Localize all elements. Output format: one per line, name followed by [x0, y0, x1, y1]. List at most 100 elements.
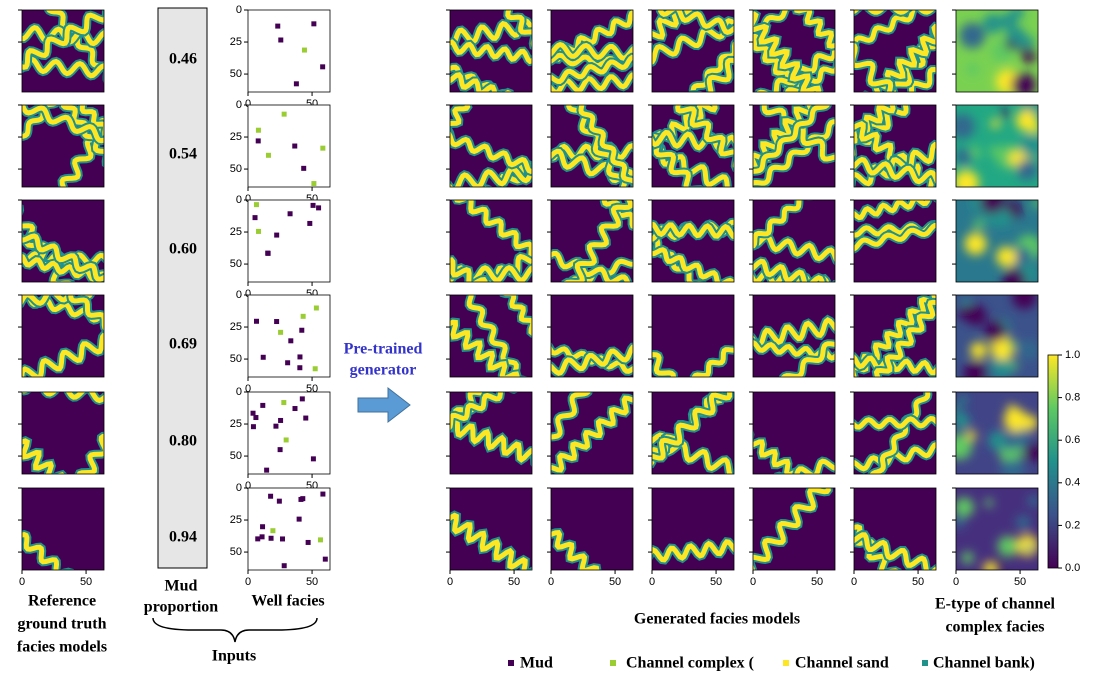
channel-sand: [22, 214, 104, 282]
facies-channels: [854, 295, 936, 377]
well-point: [256, 228, 262, 234]
etype-blob: [970, 342, 987, 359]
etype-blob: [961, 551, 974, 564]
panel-frame: [550, 9, 634, 93]
y-tick-label: 50: [230, 353, 242, 365]
y-tick-label: 0: [236, 386, 242, 398]
channel-sand: [450, 105, 492, 185]
facies-channels: [652, 208, 734, 282]
well-point: [288, 338, 294, 344]
channel-sand: [854, 105, 933, 165]
channel-sand: [854, 152, 936, 187]
channel-sand: [854, 10, 936, 64]
y-tick-label: 0: [236, 4, 242, 16]
facies-channels: [22, 200, 104, 282]
well-point: [281, 563, 287, 569]
panel-frame: [449, 9, 533, 93]
channel-sand: [22, 507, 98, 570]
facies-channels: [450, 10, 532, 92]
channel-sand: [860, 295, 936, 377]
channel-sand: [753, 443, 835, 474]
channel-sand: [450, 298, 532, 377]
channel-sand: [753, 200, 831, 269]
y-tick-label: 0: [236, 194, 242, 206]
well-point: [303, 415, 309, 421]
well-point: [265, 152, 271, 158]
etype-blob: [956, 433, 973, 460]
channel-sand: [450, 237, 532, 282]
colorbar: [1047, 354, 1059, 569]
y-tick-label: 25: [230, 36, 242, 48]
well-panel: [247, 9, 331, 93]
channel-sand: [55, 395, 104, 474]
etype-blob: [1018, 339, 1038, 361]
etype-blobs: [964, 200, 1038, 282]
legend-label: Channel bank): [933, 655, 1035, 672]
etype-blobs: [958, 295, 1038, 377]
channel-sand: [652, 10, 720, 76]
facies-channels: [450, 200, 532, 282]
channel-sand: [22, 54, 104, 81]
y-tick-label: 25: [230, 321, 242, 333]
panel-frame: [21, 199, 105, 283]
etype-label: E-type of channel: [935, 596, 1056, 613]
panel-frame: [21, 391, 105, 475]
channel-sand: [753, 313, 835, 352]
channel-sand: [551, 500, 625, 570]
channel-sand: [854, 217, 936, 257]
channel-sand: [22, 105, 87, 173]
panel-frame: [21, 9, 105, 93]
panel-frame: [651, 104, 735, 188]
channel-sand: [753, 338, 835, 363]
well-point: [255, 536, 261, 542]
facies-channels: [450, 392, 532, 473]
channel-sand: [450, 407, 532, 473]
channel-sand: [451, 136, 532, 187]
x-tick-label: 50: [710, 576, 722, 588]
facies-channels: [753, 407, 835, 474]
panel-frame: [955, 104, 1039, 188]
x-tick-label: 0: [548, 576, 554, 588]
well-point: [300, 313, 306, 319]
channel-sand: [450, 200, 532, 273]
x-tick-label: 0: [953, 576, 959, 588]
facies-channels: [854, 200, 936, 259]
facies-channels: [652, 307, 734, 377]
channel-sand: [551, 392, 606, 474]
well-point: [305, 539, 311, 545]
well-point: [278, 329, 284, 335]
colorbar-tick-label: 0.4: [1065, 477, 1080, 489]
facies-channels: [551, 10, 633, 92]
well-point: [292, 406, 298, 412]
etype-blob: [956, 114, 975, 139]
facies-background: [22, 488, 104, 570]
generated-label: Generated facies models: [634, 611, 800, 628]
y-tick-label: 0: [236, 289, 242, 301]
facies-channels: [753, 105, 835, 187]
mud-proportion: 0.94: [169, 529, 197, 546]
well-point: [312, 366, 318, 372]
colorbar-tick-label: 0.6: [1065, 434, 1080, 446]
legend-label: Channel sand: [795, 655, 889, 672]
panel-frame: [853, 391, 937, 475]
etype-blob: [966, 430, 977, 441]
legend-swatch: [610, 660, 616, 666]
channel-sand: [551, 70, 633, 92]
etype-blob: [1003, 434, 1019, 451]
channel-sand: [551, 392, 633, 474]
legend-swatch: [922, 660, 928, 666]
well-point: [255, 127, 261, 133]
panel-frame: [449, 294, 533, 378]
facies-background: [551, 488, 633, 570]
reference-label: facies models: [17, 639, 107, 656]
etype-blob: [1021, 48, 1036, 63]
etype-blob: [983, 562, 997, 570]
well-point: [285, 360, 291, 366]
channel-sand: [854, 220, 936, 239]
etype-blob: [956, 148, 972, 165]
etype-blob: [1019, 134, 1038, 158]
well-point: [322, 556, 328, 562]
x-tick-label: 0: [245, 288, 251, 300]
etype-blob: [956, 497, 974, 518]
